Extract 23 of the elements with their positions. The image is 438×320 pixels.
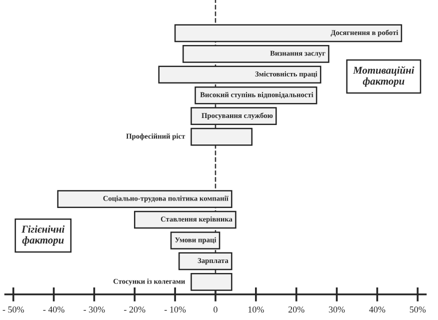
bar bbox=[158, 66, 322, 84]
x-tick-label: 40% bbox=[369, 306, 386, 313]
bar bbox=[190, 107, 277, 126]
x-tick-label: 10% bbox=[248, 306, 264, 313]
x-tick-label: - 10% bbox=[164, 306, 186, 313]
x-tick-label: 0 bbox=[214, 306, 218, 313]
x-tick-label: 30% bbox=[328, 306, 345, 313]
bar bbox=[190, 128, 253, 146]
bar bbox=[178, 252, 232, 270]
bar bbox=[57, 190, 232, 208]
bar bbox=[194, 86, 318, 104]
x-tick-label: 50% bbox=[410, 306, 426, 313]
x-tick-label: - 50% bbox=[2, 306, 24, 313]
annotation: Мотиваційні фактори bbox=[352, 66, 414, 87]
x-tick-label: 20% bbox=[288, 306, 304, 313]
x-tick-label: - 40% bbox=[43, 306, 64, 313]
x-tick-label: - 30% bbox=[84, 306, 105, 313]
bar bbox=[182, 44, 330, 63]
x-tick-label: - 20% bbox=[124, 306, 146, 313]
bar bbox=[170, 232, 220, 250]
annotation: Гігієнічні фактори bbox=[21, 225, 65, 246]
bar bbox=[174, 24, 402, 42]
bar bbox=[134, 210, 236, 229]
